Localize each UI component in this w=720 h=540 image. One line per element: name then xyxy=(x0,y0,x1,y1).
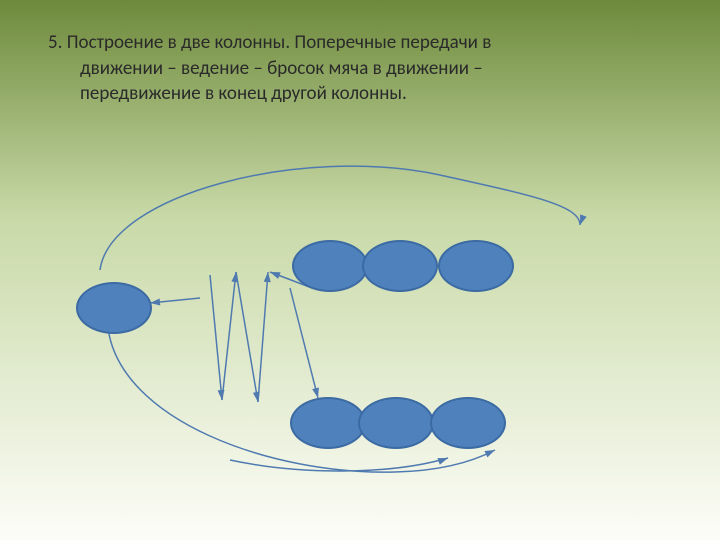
caption-number: 5. xyxy=(48,31,62,54)
node-top-3 xyxy=(438,240,514,292)
caption-line-3: передвижение в конец другой колонны. xyxy=(48,81,407,107)
node-left xyxy=(76,282,152,334)
caption-line-2: движении – ведение – бросок мяча в движе… xyxy=(48,56,483,82)
node-top-1 xyxy=(292,240,368,292)
caption-line-1: Построение в две колонны. Поперечные пер… xyxy=(67,31,492,54)
slide: 5. Построение в две колонны. Поперечные … xyxy=(0,0,720,540)
node-bot-1 xyxy=(290,397,366,449)
node-bot-3 xyxy=(430,397,506,449)
node-top-2 xyxy=(362,240,438,292)
caption-block: 5. Построение в две колонны. Поперечные … xyxy=(48,30,690,107)
node-bot-2 xyxy=(358,397,434,449)
